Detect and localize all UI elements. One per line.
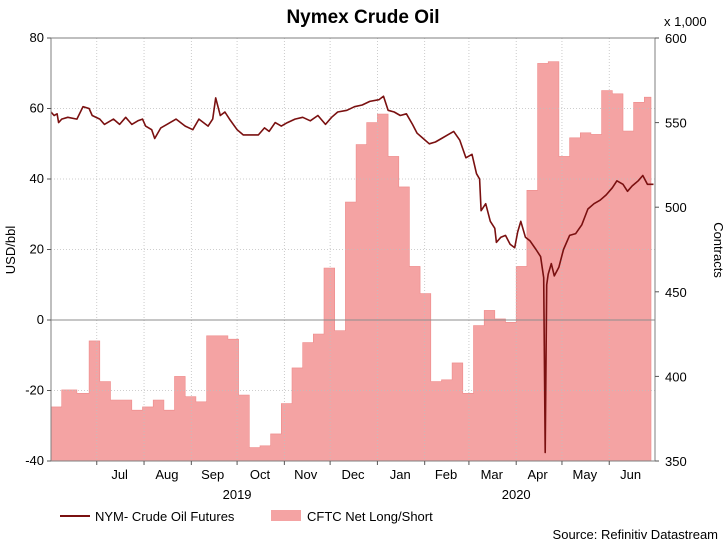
x-tick-label: Aug <box>155 467 178 482</box>
left-tick-label: 40 <box>30 171 44 186</box>
left-tick-label: 0 <box>37 312 44 327</box>
x-tick-label: Oct <box>250 467 271 482</box>
legend-label-futures: NYM- Crude Oil Futures <box>95 509 235 524</box>
plot-area: 80 60 40 20 0 -20 -40 600 550 500 450 400 350 Jul Aug S… <box>25 30 687 502</box>
legend-area-swatch <box>271 510 301 521</box>
left-axis-ticks: 80 60 40 20 0 -20 -40 <box>25 30 51 468</box>
left-tick-label: -20 <box>25 383 44 398</box>
x-tick-label: Nov <box>294 467 318 482</box>
x-tick-label: Jan <box>390 467 411 482</box>
right-tick-label: 600 <box>665 31 687 46</box>
right-axis-multiplier: x 1,000 <box>664 14 707 29</box>
x-tick-label: May <box>573 467 598 482</box>
x-tick-label: Sep <box>201 467 224 482</box>
right-tick-label: 400 <box>665 369 687 384</box>
left-tick-label: 20 <box>30 242 44 257</box>
x-tick-label: Feb <box>435 467 457 482</box>
chart-title: Nymex Crude Oil <box>286 7 439 28</box>
legend-label-cftc: CFTC Net Long/Short <box>307 509 433 524</box>
x-tick-label: Jul <box>111 467 128 482</box>
left-tick-label: 60 <box>30 101 44 116</box>
x-tick-label: Jun <box>620 467 641 482</box>
right-tick-label: 350 <box>665 454 687 469</box>
legend: NYM- Crude Oil Futures CFTC Net Long/Sho… <box>60 509 433 524</box>
x-tick-label: Dec <box>341 467 365 482</box>
cftc-net-area <box>50 61 652 462</box>
x-tick-label: Apr <box>527 467 548 482</box>
left-tick-label: -40 <box>25 453 44 468</box>
left-axis-label: USD/bbl <box>3 226 18 275</box>
right-tick-label: 450 <box>665 285 687 300</box>
right-tick-label: 550 <box>665 116 687 131</box>
x-tick-label: Mar <box>481 467 504 482</box>
year-label: 2020 <box>502 487 531 502</box>
source-note: Source: Refinitiv Datastream <box>553 527 718 542</box>
year-label: 2019 <box>223 487 252 502</box>
x-axis-year-labels: 2019 2020 <box>223 487 531 502</box>
left-tick-label: 80 <box>30 30 44 45</box>
right-axis-ticks: 600 550 500 450 400 350 <box>655 31 687 469</box>
right-tick-label: 500 <box>665 200 687 215</box>
right-axis-label: Contracts <box>711 222 726 278</box>
x-axis-month-labels: Jul Aug Sep Oct Nov Dec Jan Feb Mar Apr May Jun <box>96 461 641 482</box>
crude-oil-futures-line <box>50 95 654 454</box>
